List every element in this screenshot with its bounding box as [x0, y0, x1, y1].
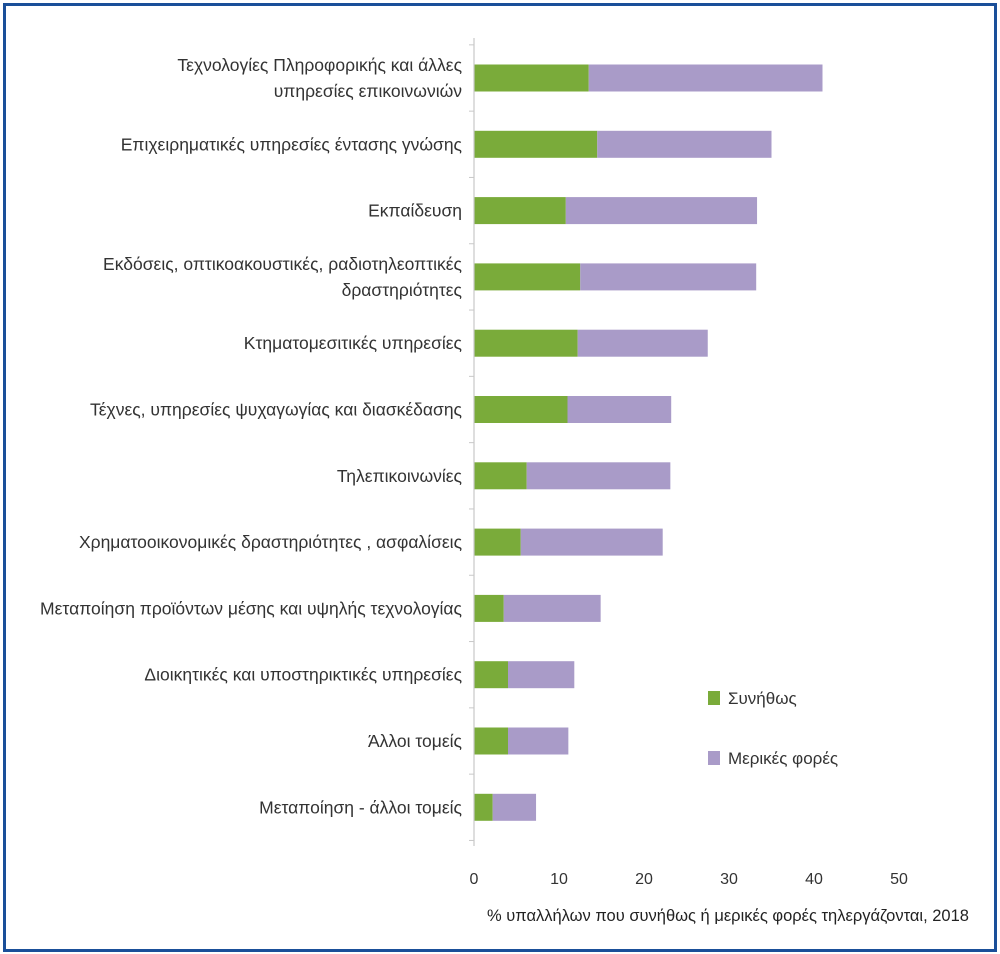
bar-segment-sometimes — [567, 396, 672, 423]
bar-segment-usually — [474, 263, 581, 291]
bar-segment-sometimes — [588, 64, 823, 92]
legend: Συνήθως Μερικές φορές — [708, 689, 838, 768]
bar-segment-usually — [474, 329, 578, 357]
x-tick-label: 30 — [720, 871, 738, 888]
chart-frame: Τεχνολογίες Πληροφορικής και άλλες υπηρεσ… — [3, 3, 997, 952]
legend-swatch-sometimes — [708, 751, 720, 765]
bar-segment-sometimes — [503, 594, 601, 622]
category-label: Εκπαίδευση — [368, 201, 462, 221]
category-label: Χρηματοοικονομικές δραστηριότητες , ασφα… — [79, 532, 462, 552]
bar-segment-usually — [474, 793, 493, 821]
x-axis: 0 10 20 30 40 50 — [469, 38, 908, 888]
legend-swatch-usually — [708, 691, 720, 705]
category-label: Τηλεπικοινωνίες — [337, 466, 462, 486]
bar-segment-usually — [474, 661, 508, 689]
category-label: Εκδόσεις, οπτικοακουστικές, ραδιοτηλεοπτ… — [103, 254, 462, 274]
bar-segment-sometimes — [580, 263, 757, 291]
x-tick-label: 10 — [550, 871, 568, 888]
bar-segment-sometimes — [577, 329, 708, 357]
bar-segment-sometimes — [597, 130, 772, 158]
category-label: υπηρεσίες επικοινωνιών — [274, 81, 463, 101]
stacked-bar-chart: Τεχνολογίες Πληροφορικής και άλλες υπηρεσ… — [40, 38, 969, 925]
category-label: Κτηματομεσιτικές υπηρεσίες — [244, 333, 462, 353]
category-label: Επιχειρηματικές υπηρεσίες έντασης γνώσης — [121, 134, 462, 154]
bar-segment-sometimes — [565, 197, 758, 225]
bars — [474, 64, 823, 821]
category-label: δραστηριότητες — [342, 280, 462, 300]
bar-segment-usually — [474, 64, 589, 92]
x-axis-title: % υπαλλήλων που συνήθως ή μερικές φορές … — [487, 907, 969, 925]
bar-segment-usually — [474, 528, 521, 556]
bar-segment-sometimes — [520, 528, 663, 556]
x-tick-label: 0 — [470, 871, 479, 888]
bar-segment-usually — [474, 197, 566, 225]
bar-segment-usually — [474, 727, 508, 755]
category-label: Τεχνολογίες Πληροφορικής και άλλες — [177, 55, 462, 75]
category-label: Άλλοι τομείς — [368, 731, 462, 751]
category-label: Διοικητικές και υποστηρικτικές υπηρεσίες — [144, 665, 462, 685]
bar-segment-sometimes — [508, 727, 569, 755]
bar-segment-sometimes — [508, 661, 575, 689]
bar-segment-usually — [474, 130, 598, 158]
legend-label-sometimes: Μερικές φορές — [728, 749, 838, 768]
x-tick-label: 40 — [805, 871, 823, 888]
bar-segment-usually — [474, 396, 568, 423]
bar-segment-sometimes — [492, 793, 537, 821]
bar-segment-usually — [474, 462, 527, 490]
legend-label-usually: Συνήθως — [728, 689, 797, 708]
category-label: Μεταποίηση προϊόντων μέσης και υψηλής τε… — [40, 598, 462, 618]
bar-segment-usually — [474, 594, 504, 622]
x-tick-label: 20 — [635, 871, 653, 888]
category-labels: Τεχνολογίες Πληροφορικής και άλλες υπηρεσ… — [40, 55, 462, 817]
category-label: Μεταποίηση - άλλοι τομείς — [259, 797, 462, 817]
bar-segment-sometimes — [526, 462, 671, 490]
x-tick-label: 50 — [890, 871, 908, 888]
category-label: Τέχνες, υπηρεσίες ψυχαγωγίας και διασκέδ… — [90, 400, 462, 420]
